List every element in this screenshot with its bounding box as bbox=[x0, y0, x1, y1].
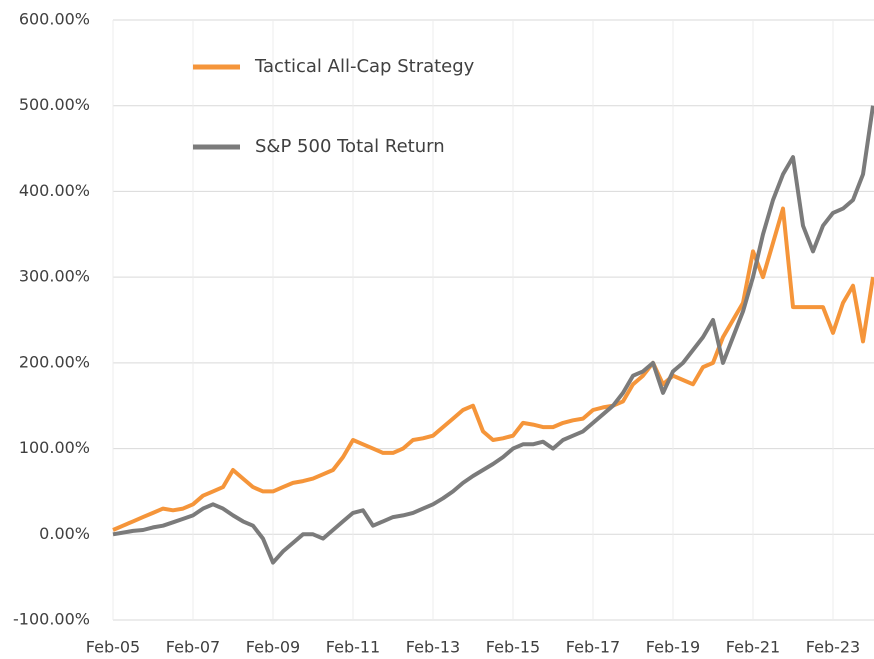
x-tick-label: Feb-15 bbox=[486, 638, 540, 657]
legend-label: Tactical All-Cap Strategy bbox=[254, 56, 475, 77]
y-tick-label: 200.00% bbox=[19, 352, 90, 371]
y-tick-label: 600.00% bbox=[19, 10, 90, 29]
y-tick-label: 0.00% bbox=[39, 524, 90, 543]
y-tick-label: 400.00% bbox=[19, 181, 90, 200]
legend-label: S&P 500 Total Return bbox=[255, 136, 445, 157]
x-tick-label: Feb-13 bbox=[406, 638, 460, 657]
x-tick-label: Feb-07 bbox=[166, 638, 220, 657]
series-line bbox=[112, 105, 874, 565]
x-tick-label: Feb-17 bbox=[566, 638, 620, 657]
x-tick-label: Feb-09 bbox=[246, 638, 300, 657]
y-tick-label: 500.00% bbox=[19, 95, 90, 114]
x-tick-label: Feb-23 bbox=[806, 638, 860, 657]
x-tick-label: Feb-21 bbox=[726, 638, 780, 657]
y-tick-label: 100.00% bbox=[19, 438, 90, 457]
y-tick-label: -100.00% bbox=[13, 610, 90, 629]
x-tick-label: Feb-11 bbox=[326, 638, 380, 657]
x-tick-label: Feb-19 bbox=[646, 638, 700, 657]
y-tick-label: 300.00% bbox=[19, 267, 90, 286]
series-line bbox=[112, 206, 874, 532]
x-tick-label: Feb-05 bbox=[86, 638, 140, 657]
